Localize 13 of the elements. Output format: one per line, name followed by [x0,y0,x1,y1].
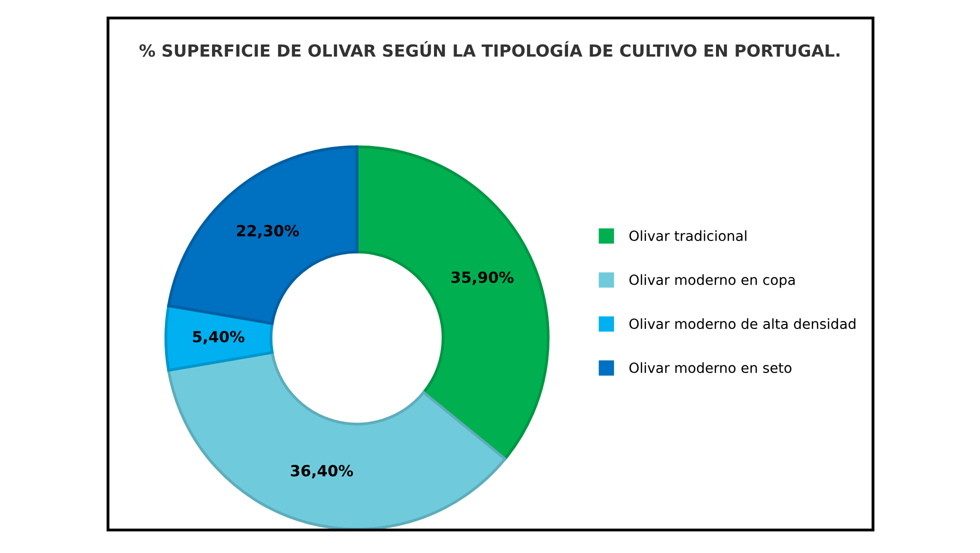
legend-label: Olivar tradicional [629,230,746,242]
donut-slice [167,145,358,325]
legend-label: Olivar moderno en seto [629,362,792,374]
donut-slice [167,351,506,531]
donut-slice [164,304,274,372]
legend-label: Olivar moderno en copa [629,274,795,288]
legend-label: Olivar moderno de alta densidad [629,318,856,330]
data-label: 5,40% [193,330,244,344]
data-label: 35,90% [451,271,514,285]
data-label: 36,40% [290,464,354,478]
donut-slice [356,145,550,460]
chart-title: % SUPERFICIE DE OLIVAR SEGÚN LA TIPOLOGÍA DE CULTIVO EN PORTUGAL. [139,41,840,57]
data-label: 22,30% [237,224,299,238]
